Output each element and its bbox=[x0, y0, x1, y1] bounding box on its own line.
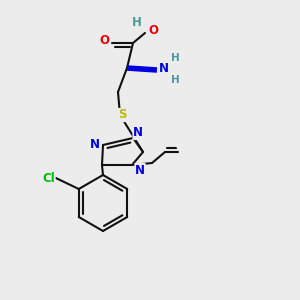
Text: H: H bbox=[132, 16, 142, 29]
Text: H: H bbox=[171, 75, 179, 85]
Text: N: N bbox=[133, 127, 143, 140]
Text: O: O bbox=[148, 23, 158, 37]
Text: N: N bbox=[159, 61, 169, 74]
Text: N: N bbox=[135, 164, 145, 176]
Text: N: N bbox=[90, 139, 100, 152]
Text: H: H bbox=[171, 53, 179, 63]
Text: Cl: Cl bbox=[42, 172, 55, 185]
Text: S: S bbox=[118, 109, 126, 122]
Text: O: O bbox=[99, 34, 109, 47]
